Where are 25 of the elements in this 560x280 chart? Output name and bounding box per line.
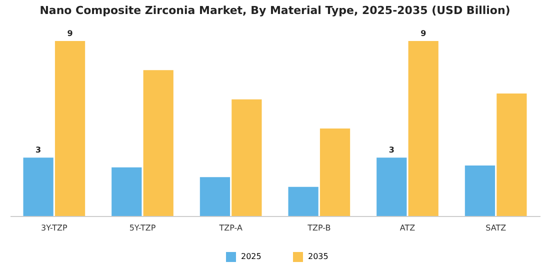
bar xyxy=(288,186,318,216)
data-label: 9 xyxy=(67,29,74,38)
x-tick-label: 3Y-TZP xyxy=(40,224,68,232)
bar xyxy=(408,41,438,216)
data-label: 3 xyxy=(36,146,42,155)
x-tick-label: 5Y-TZP xyxy=(129,224,156,232)
bar xyxy=(232,99,262,216)
bar xyxy=(54,41,86,216)
bar xyxy=(200,177,230,216)
legend-label: 2035 xyxy=(308,252,328,261)
x-tick-label: ATZ xyxy=(400,224,416,232)
bar xyxy=(376,158,407,216)
bar xyxy=(320,128,350,216)
data-label: 9 xyxy=(420,29,427,38)
chart-title: Nano Composite Zirconia Market, By Material Type, 2025-2035 (USD Billion) xyxy=(40,4,510,17)
x-tick-label: SATZ xyxy=(486,224,507,232)
x-tick-label: TZP-B xyxy=(306,224,331,232)
legend-label: 2025 xyxy=(241,252,262,261)
data-label: 3 xyxy=(388,146,394,155)
bar xyxy=(112,167,142,216)
bar xyxy=(496,94,527,216)
bar xyxy=(143,70,174,216)
x-tick-label: TZP-A xyxy=(218,224,243,232)
bar xyxy=(23,158,54,216)
bar xyxy=(464,165,496,216)
